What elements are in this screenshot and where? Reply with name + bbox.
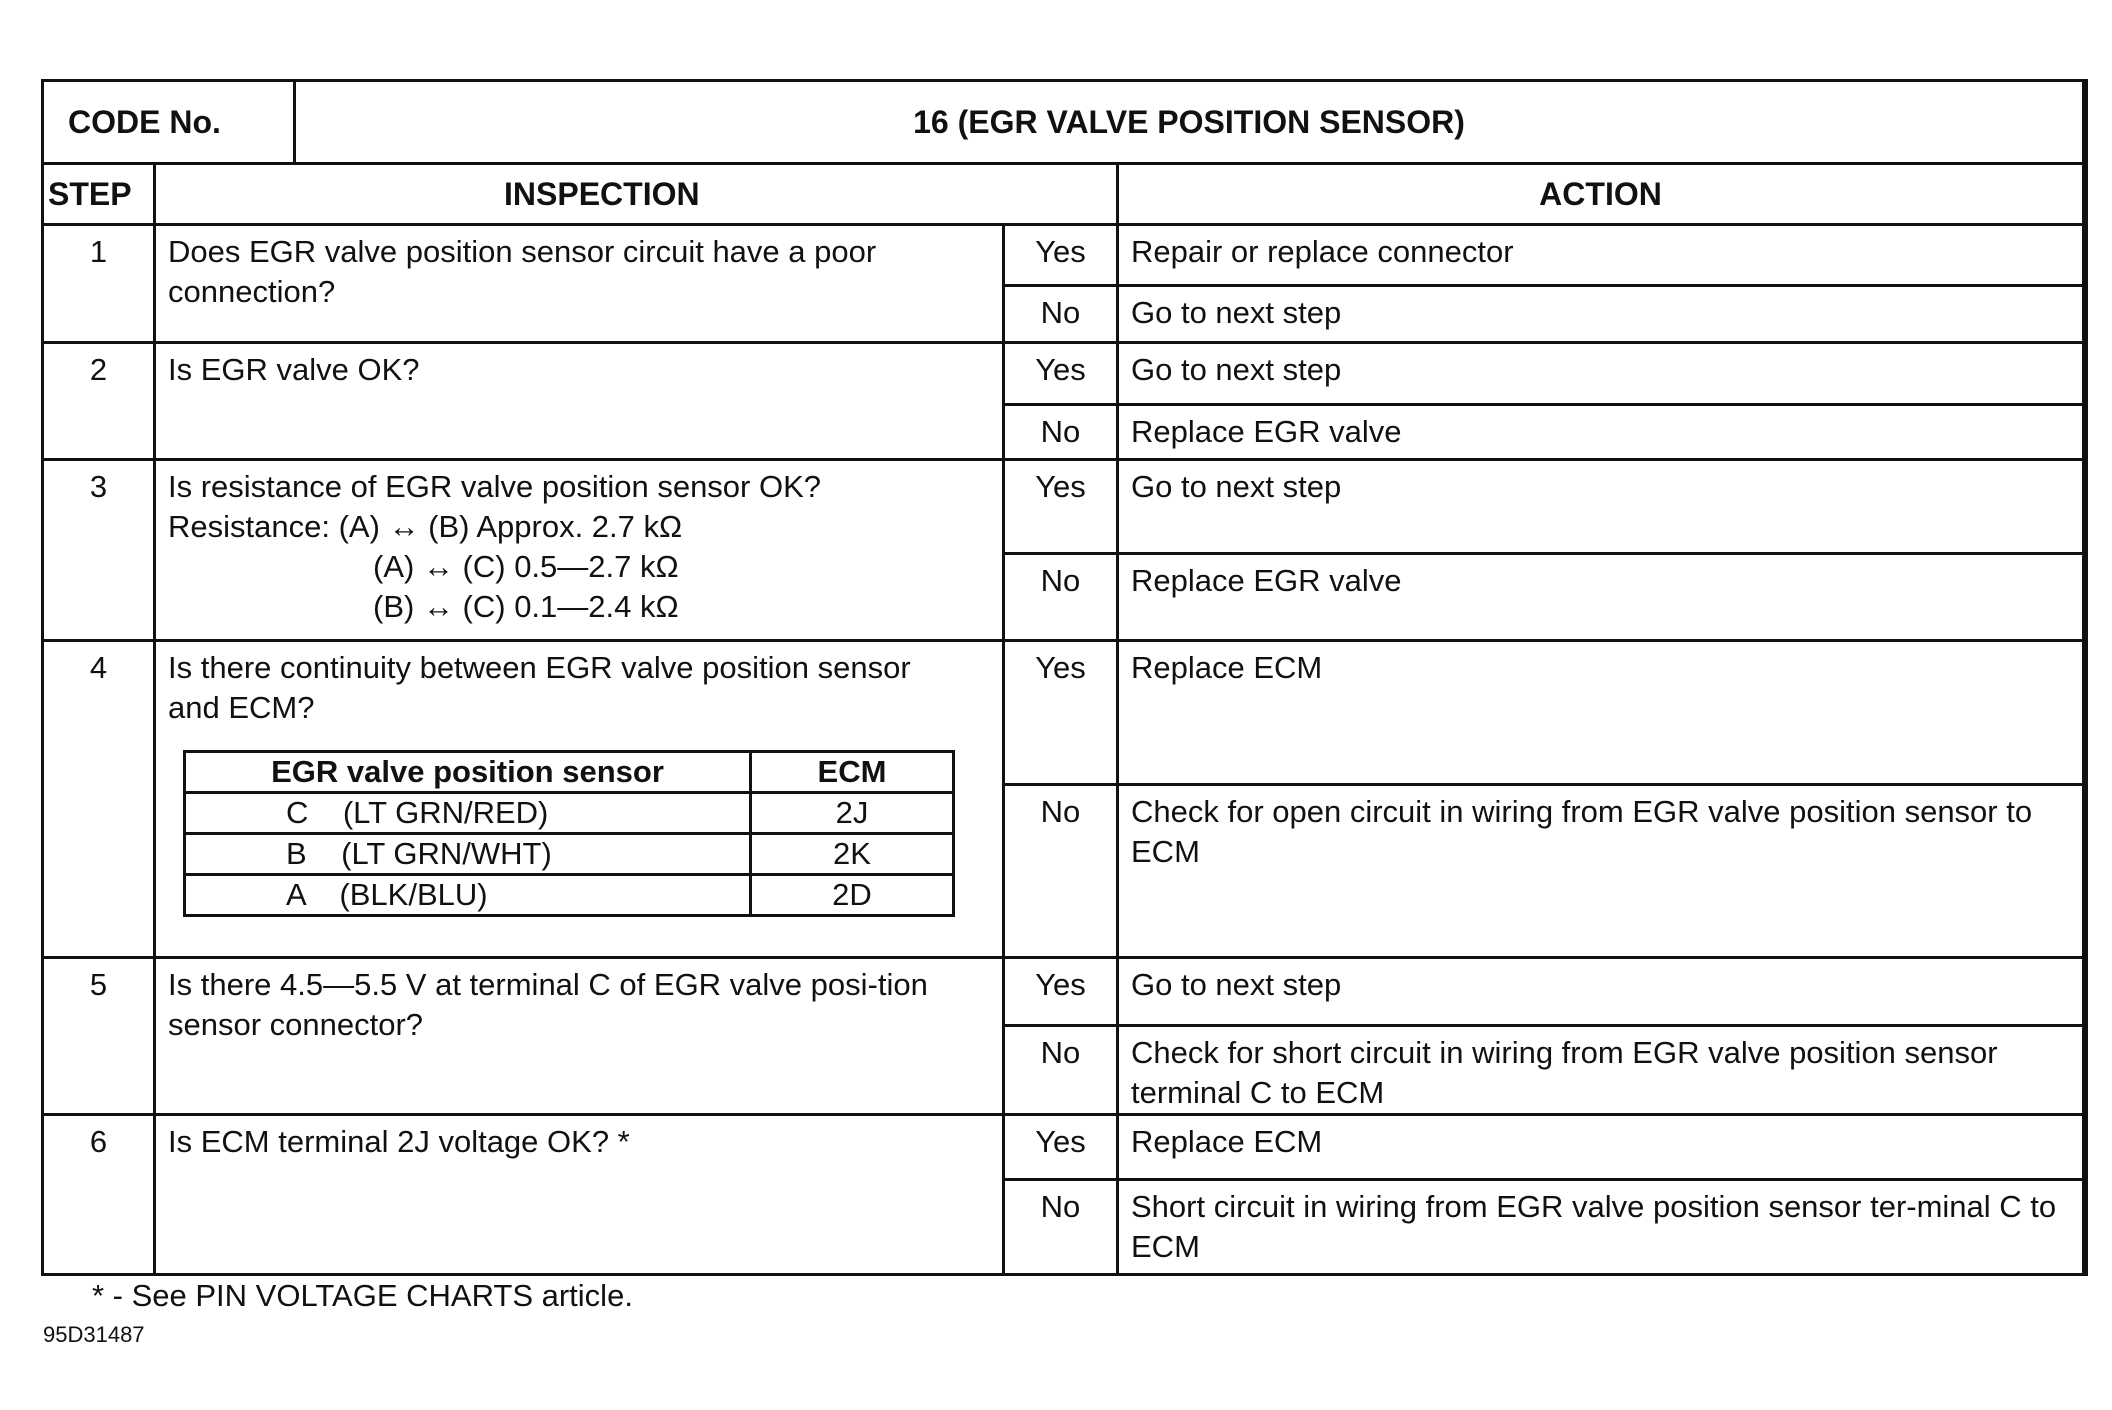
yes-label: Yes: [1005, 344, 1116, 403]
table-row: C (LT GRN/RED) 2J: [183, 791, 955, 835]
table-header-row: EGR valve position sensor ECM: [183, 750, 955, 794]
footnote: * - See PIN VOLTAGE CHARTS article.: [92, 1278, 633, 1313]
no-action: Go to next step: [1119, 287, 2082, 341]
code-value: 16 (EGR VALVE POSITION SENSOR): [913, 104, 1465, 140]
yes-action: Go to next step: [1119, 959, 2082, 1024]
inspection-cell: Is resistance of EGR valve position sens…: [156, 461, 1002, 639]
column-header: ECM: [749, 750, 955, 794]
inspection-cell: Is there continuity between EGR valve po…: [156, 642, 1002, 956]
sensor-terminal: C (LT GRN/RED): [183, 791, 752, 835]
no-label: No: [1005, 406, 1116, 458]
ecm-terminal: 2J: [749, 791, 955, 835]
inspection-text: Does EGR valve position sensor circuit h…: [156, 226, 1002, 341]
no-label: No: [1005, 1181, 1116, 1273]
step-number: 3: [44, 461, 153, 639]
yes-action: Replace ECM: [1119, 642, 2082, 783]
table-row: A (BLK/BLU) 2D: [183, 873, 955, 917]
figure-id: 95D31487: [43, 1322, 145, 1347]
no-action: Check for short circuit in wiring from E…: [1119, 1027, 2082, 1113]
no-label: No: [1005, 555, 1116, 639]
step-header: STEP: [44, 165, 153, 223]
step-number: 1: [44, 226, 153, 341]
step-number: 4: [44, 642, 153, 956]
no-label: No: [1005, 786, 1116, 956]
ecm-terminal: 2K: [749, 832, 955, 876]
yes-label: Yes: [1005, 959, 1116, 1024]
yes-action: Go to next step: [1119, 344, 2082, 403]
inspection-text: Is there continuity between EGR valve po…: [168, 650, 911, 725]
ecm-terminal: 2D: [749, 873, 955, 917]
inspection-text: Is there 4.5—5.5 V at terminal C of EGR …: [156, 959, 1002, 1113]
inspection-text: Is ECM terminal 2J voltage OK? *: [156, 1116, 1002, 1273]
column-header: EGR valve position sensor: [183, 750, 752, 794]
step-number: 6: [44, 1116, 153, 1273]
yes-action: Replace ECM: [1119, 1116, 2082, 1178]
inspection-text: Is EGR valve OK?: [156, 344, 1002, 458]
continuity-table: EGR valve position sensor ECM C (LT GRN/…: [183, 750, 955, 917]
no-action: Replace EGR valve: [1119, 406, 2082, 458]
yes-label: Yes: [1005, 642, 1116, 783]
action-header: ACTION: [1119, 165, 2082, 223]
inspection-header: INSPECTION: [156, 165, 1116, 223]
yes-label: Yes: [1005, 461, 1116, 552]
inspection-text: Is resistance of EGR valve position sens…: [168, 469, 822, 504]
yes-label: Yes: [1005, 226, 1116, 284]
code-row: CODE No. 16 (EGR VALVE POSITION SENSOR): [44, 82, 2082, 162]
no-label: No: [1005, 287, 1116, 341]
step-number: 2: [44, 344, 153, 458]
sensor-terminal: B (LT GRN/WHT): [183, 832, 752, 876]
yes-label: Yes: [1005, 1116, 1116, 1178]
resistance-spec: (A) ↔ (C) 0.5—2.7 kΩ: [373, 549, 679, 584]
no-action: Short circuit in wiring from EGR valve p…: [1119, 1181, 2082, 1273]
no-action: Replace EGR valve: [1119, 555, 2082, 639]
yes-action: Repair or replace connector: [1119, 226, 2082, 284]
code-label: CODE No.: [44, 82, 296, 162]
step-number: 5: [44, 959, 153, 1113]
diagnostic-table: CODE No. 16 (EGR VALVE POSITION SENSOR) …: [41, 79, 2088, 1276]
table-row: B (LT GRN/WHT) 2K: [183, 832, 955, 876]
resistance-spec: Resistance: (A) ↔ (B) Approx. 2.7 kΩ: [168, 509, 683, 544]
no-action: Check for open circuit in wiring from EG…: [1119, 786, 2082, 956]
resistance-spec: (B) ↔ (C) 0.1—2.4 kΩ: [373, 589, 679, 624]
sensor-terminal: A (BLK/BLU): [183, 873, 752, 917]
yes-action: Go to next step: [1119, 461, 2082, 552]
no-label: No: [1005, 1027, 1116, 1113]
